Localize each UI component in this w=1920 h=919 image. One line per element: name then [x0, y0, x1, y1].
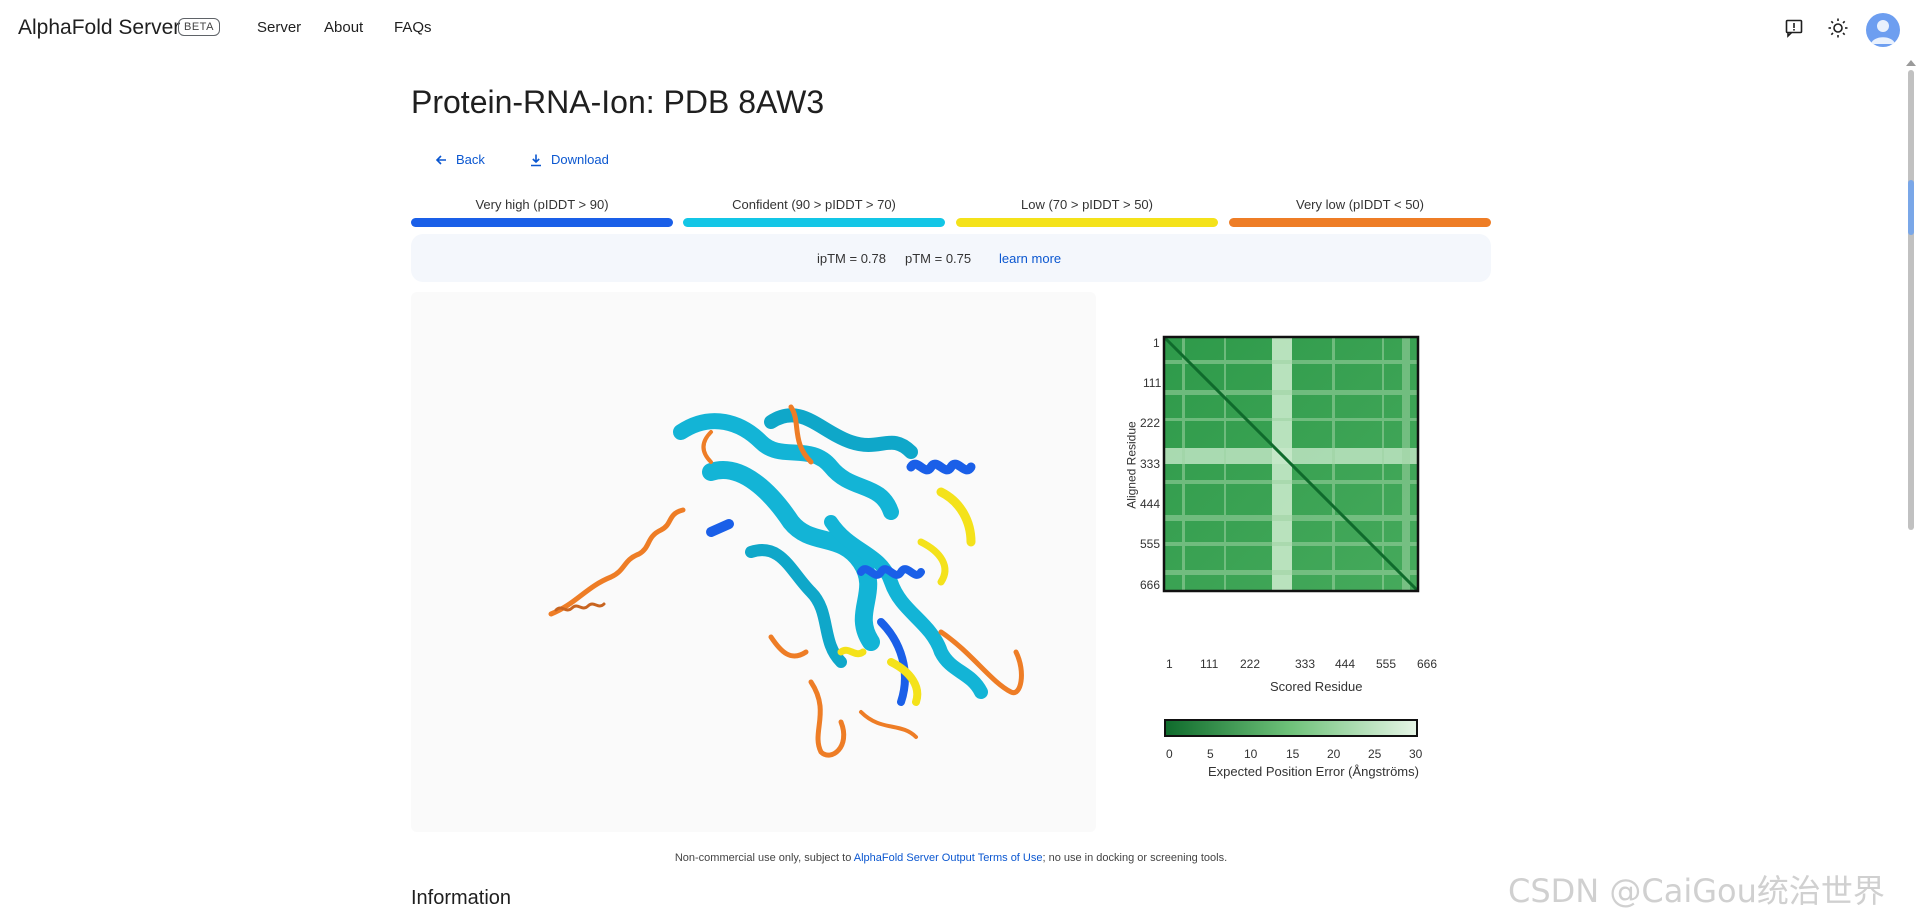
pae-y-label: Aligned Residue	[1124, 421, 1139, 509]
pae-heatmap[interactable]	[1112, 330, 1492, 670]
back-label: Back	[456, 152, 485, 167]
pae-y-tick: 555	[1140, 537, 1161, 551]
terms-link[interactable]: AlphaFold Server Output Terms of Use	[853, 852, 1043, 864]
pae-y-tick: 111	[1143, 376, 1162, 390]
scrollbar-thumb-indicator	[1908, 180, 1914, 235]
learn-more-link[interactable]: learn more	[999, 251, 1062, 266]
pae-plot: 1 111 222 333 444 555 666 Aligned Residu…	[1112, 330, 1492, 790]
legend-very-high-label: Very high (pIDDT > 90)	[475, 197, 609, 212]
watermark: CSDN @CaiGou统治世界	[1508, 872, 1885, 910]
back-button[interactable]: Back	[434, 152, 485, 167]
pae-y-tick: 444	[1140, 497, 1161, 511]
terms-note-prefix: Non-commercial use only, subject to	[674, 852, 854, 864]
feedback-icon[interactable]	[1780, 14, 1808, 42]
pae-x-tick: 1	[1166, 657, 1173, 671]
legend-very-low-bar	[1229, 218, 1491, 227]
pae-x-tick: 666	[1417, 657, 1438, 671]
page-title: Protein-RNA-Ion: PDB 8AW3	[411, 84, 825, 120]
pae-x-label: Scored Residue	[1270, 679, 1363, 694]
metrics-panel: ipTM = 0.78 pTM = 0.75 learn more	[411, 234, 1491, 282]
brightness-icon[interactable]	[1824, 14, 1852, 42]
pae-x-tick: 333	[1295, 657, 1316, 671]
nav-faqs[interactable]: FAQs	[394, 19, 432, 36]
download-label: Download	[551, 152, 609, 167]
colorbar-tick: 5	[1207, 747, 1214, 761]
pae-y-tick: 222	[1140, 416, 1161, 430]
iptm-value: ipTM = 0.78	[817, 251, 887, 266]
terms-note-suffix: ; no use in docking or screening tools.	[1042, 852, 1228, 864]
scrollbar-thumb[interactable]	[1908, 70, 1914, 530]
terms-note: Non-commercial use only, subject to Alph…	[0, 852, 1902, 864]
legend-very-high-bar	[411, 218, 673, 227]
legend-very-low-label: Very low (pIDDT < 50)	[1295, 197, 1424, 212]
colorbar-tick: 20	[1327, 747, 1341, 761]
download-icon	[531, 154, 541, 166]
arrow-left-icon	[435, 154, 446, 165]
pae-x-tick: 444	[1335, 657, 1356, 671]
colorbar-tick: 30	[1409, 747, 1423, 761]
pae-x-tick: 222	[1240, 657, 1261, 671]
download-button[interactable]: Download	[529, 152, 609, 167]
pae-y-tick: 666	[1140, 578, 1161, 592]
colorbar-tick: 25	[1368, 747, 1382, 761]
legend-confident-label: Confident (90 > pIDDT > 70)	[732, 197, 896, 212]
pae-y-tick: 1	[1153, 336, 1160, 350]
colorbar-label: Expected Position Error (Ångströms)	[1208, 764, 1419, 779]
nav-server[interactable]: Server	[257, 19, 302, 36]
top-bar: AlphaFold Server BETA Server About FAQs	[0, 0, 1920, 56]
brand-title[interactable]: AlphaFold Server	[18, 16, 181, 39]
colorbar-tick: 0	[1166, 747, 1173, 761]
pae-x-tick: 555	[1376, 657, 1397, 671]
information-heading: Information	[411, 887, 512, 909]
ptm-value: pTM = 0.75	[905, 251, 972, 266]
legend-low-label: Low (70 > pIDDT > 50)	[1021, 197, 1153, 212]
pae-colorbar	[1164, 719, 1418, 737]
legend-low-bar	[956, 218, 1218, 227]
colorbar-tick: 15	[1286, 747, 1300, 761]
structure-viewer[interactable]	[411, 292, 1096, 832]
nav-about[interactable]: About	[324, 19, 364, 36]
colorbar-tick: 10	[1244, 747, 1258, 761]
avatar[interactable]	[1866, 13, 1900, 47]
legend-confident-bar	[683, 218, 945, 227]
pae-x-tick: 111	[1200, 657, 1219, 671]
beta-badge: BETA	[178, 18, 220, 36]
scroll-up-icon[interactable]	[1906, 60, 1916, 66]
pae-y-tick: 333	[1140, 457, 1161, 471]
protein-structure-image[interactable]	[411, 292, 1096, 832]
